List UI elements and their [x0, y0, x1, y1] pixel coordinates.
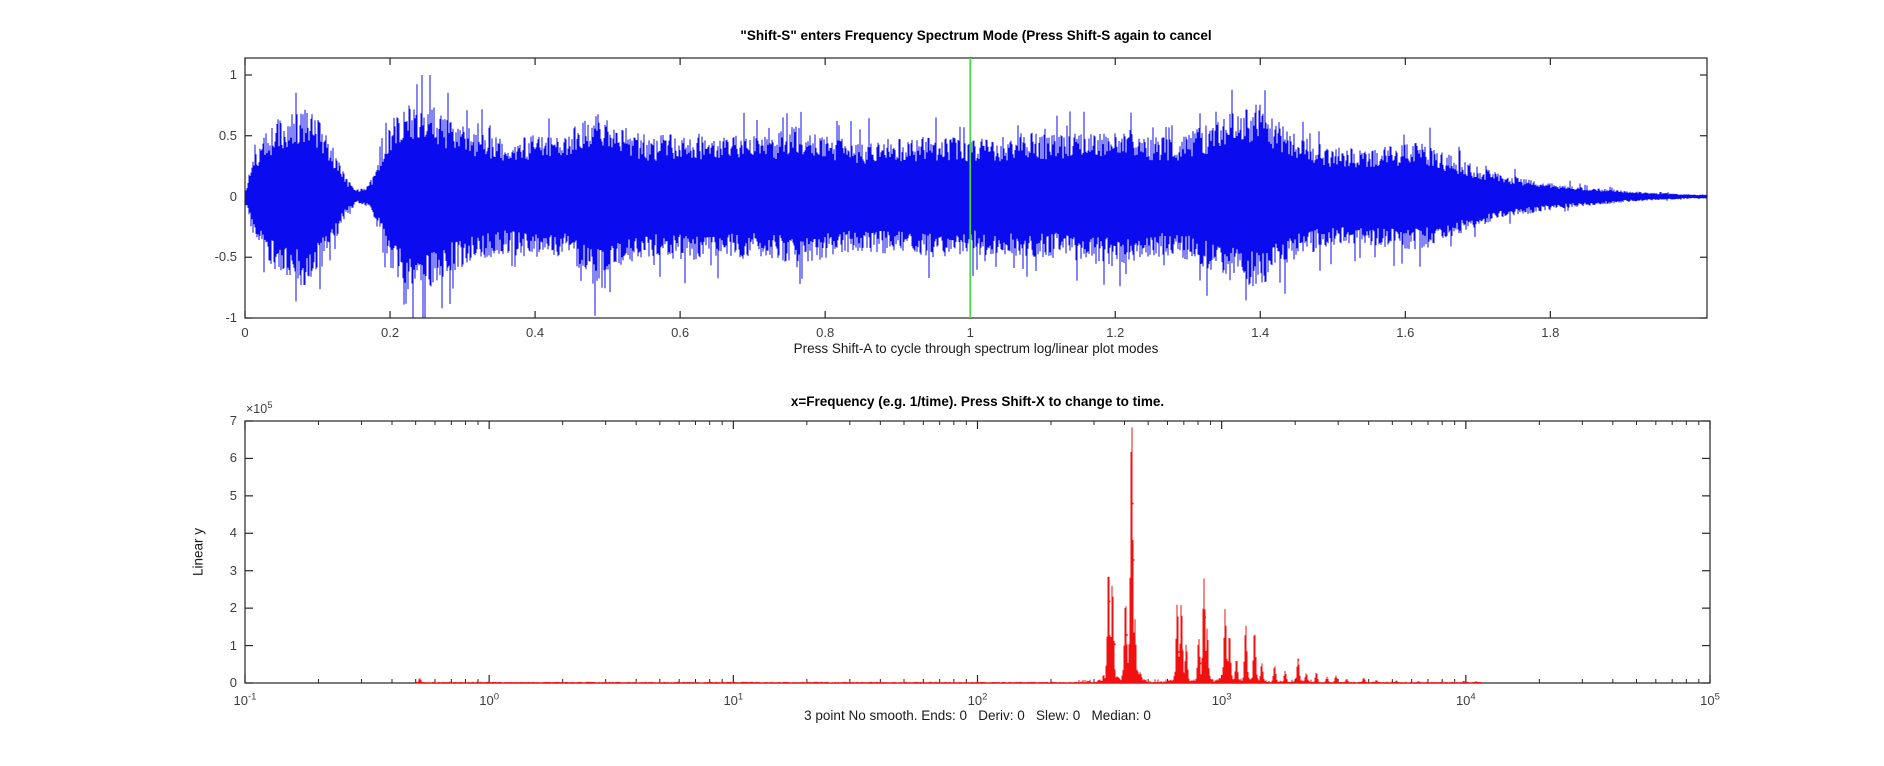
- spectrum-x-tick-label: 101: [723, 692, 744, 709]
- spectrum-plot-title: x=Frequency (e.g. 1/time). Press Shift-X…: [790, 394, 1165, 409]
- waveform-x-tick-label: 1.4: [1251, 325, 1270, 340]
- y-axis-multiplier-base: ×10: [246, 402, 268, 417]
- spectrum-y-tick-label: 2: [229, 600, 237, 616]
- spectrum-y-tick-label: 3: [229, 562, 237, 578]
- spectrum-y-tick-label: 7: [229, 413, 237, 428]
- waveform-y-tick-label: 0.5: [218, 127, 237, 143]
- waveform-axes-box: [244, 57, 1708, 319]
- waveform-x-tick-label: 0: [241, 325, 249, 340]
- spectrum-y-tick-label: 4: [229, 525, 237, 541]
- waveform-x-tick-label: 0.2: [380, 325, 400, 340]
- waveform-xaxis-label: Press Shift-A to cycle through spectrum …: [793, 341, 1159, 356]
- spectrum-x-tick-label: 103: [1211, 692, 1232, 709]
- spectrum-marker-dots: [1106, 502, 1300, 680]
- spectrum-x-tick-label: 102: [967, 692, 988, 709]
- waveform-x-tick-label: 1: [966, 325, 974, 340]
- waveform-x-tick-label: 0.8: [816, 325, 835, 340]
- waveform-y-tick-label: -0.5: [214, 249, 237, 265]
- waveform-y-tick-label: 1: [229, 67, 237, 82]
- spectrum-x-tick-label: 10-1: [233, 692, 257, 709]
- waveform-y-tick-label: -1: [225, 310, 237, 325]
- waveform-plot-title: "Shift-S" enters Frequency Spectrum Mode…: [740, 28, 1212, 43]
- y-axis-multiplier: ×105: [246, 400, 273, 416]
- waveform-y-tick-label: 0: [229, 188, 237, 204]
- spectrum-y-tick-label: 6: [229, 450, 237, 466]
- spectrum-x-tick-label: 104: [1455, 692, 1476, 709]
- y-axis-multiplier-exponent: 5: [267, 400, 273, 411]
- waveform-x-tick-label: 1.6: [1396, 325, 1415, 340]
- spectrum-y-tick-label: 5: [229, 487, 237, 503]
- spectrum-plot-area[interactable]: [245, 421, 1710, 683]
- waveform-x-tick-label: 1.8: [1541, 325, 1560, 340]
- spectrum-trace: [415, 427, 1482, 683]
- spectrum-y-tick-label: 1: [229, 637, 237, 653]
- spectrum-xaxis-label: 3 point No smooth. Ends: 0 Deriv: 0 Slew…: [804, 708, 1151, 723]
- waveform-plot-area[interactable]: [245, 58, 1707, 318]
- waveform-trace: [245, 75, 1707, 318]
- spectrum-x-tick-label: 100: [479, 692, 500, 709]
- waveform-x-tick-label: 0.6: [671, 325, 690, 340]
- waveform-x-tick-label: 1.2: [1106, 325, 1125, 340]
- waveform-x-tick-label: 0.4: [526, 325, 545, 340]
- spectrum-x-tick-label: 105: [1700, 692, 1720, 709]
- spectrum-y-tick-label: 0: [229, 675, 237, 690]
